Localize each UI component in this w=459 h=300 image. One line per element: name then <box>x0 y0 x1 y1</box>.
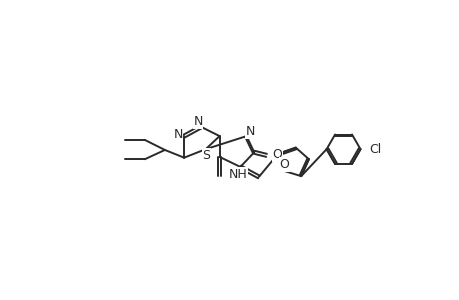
Text: NH: NH <box>228 168 247 181</box>
Text: N: N <box>193 115 202 128</box>
Text: O: O <box>272 148 282 161</box>
Text: S: S <box>202 149 210 162</box>
Text: N: N <box>245 125 254 138</box>
Text: Cl: Cl <box>369 143 381 156</box>
Text: O: O <box>279 158 289 171</box>
Text: N: N <box>173 128 182 141</box>
